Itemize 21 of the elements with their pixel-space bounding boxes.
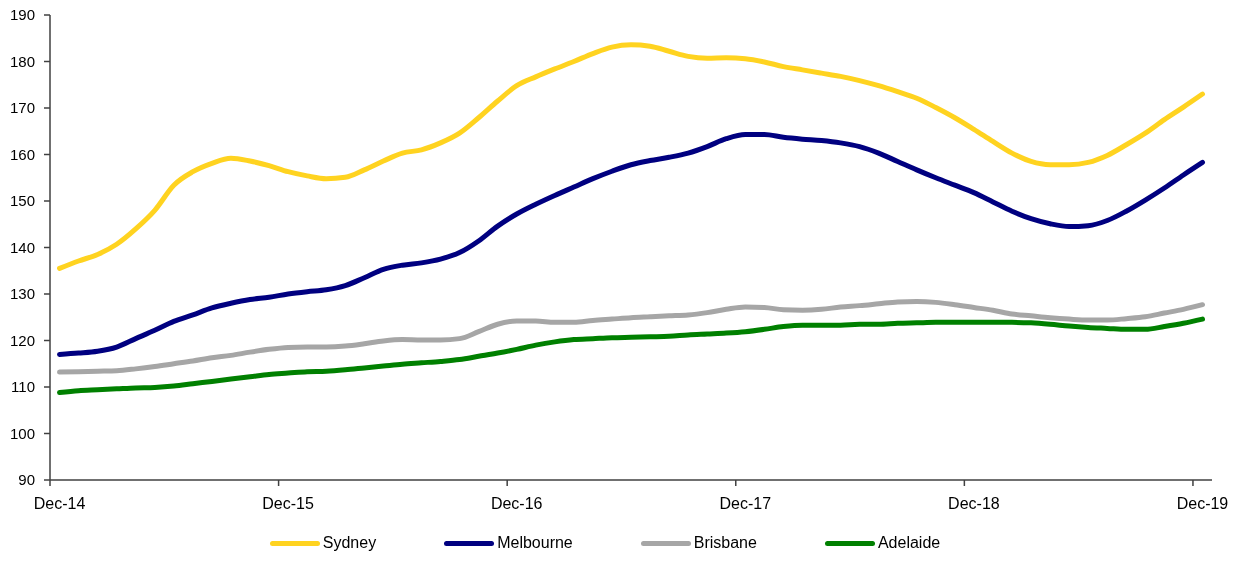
x-tick-label: Dec-17 <box>719 495 772 513</box>
y-tick-label: 160 <box>9 145 35 163</box>
y-tick-label: 190 <box>9 6 35 24</box>
y-tick-label: 110 <box>11 378 35 396</box>
y-tick-label: 90 <box>18 471 35 489</box>
x-tick-label: Dec-18 <box>948 495 1000 513</box>
x-tick-label: Dec-16 <box>490 495 543 513</box>
y-tick-label: 150 <box>9 192 35 210</box>
legend-label: Melbourne <box>497 533 573 553</box>
legend-label: Sydney <box>322 533 377 553</box>
y-tick-label: 180 <box>9 52 35 70</box>
y-tick-label: 100 <box>9 424 35 442</box>
x-tick-label: Dec-14 <box>33 495 86 513</box>
legend-label: Brisbane <box>693 533 757 553</box>
x-tick-label: Dec-19 <box>1176 495 1229 513</box>
y-tick-label: 170 <box>9 99 35 117</box>
legend-label: Adelaide <box>877 533 941 553</box>
y-tick-label: 130 <box>9 285 35 303</box>
y-tick-label: 120 <box>9 331 35 349</box>
y-tick-label: 140 <box>9 238 35 256</box>
x-tick-label: Dec-15 <box>262 495 315 513</box>
